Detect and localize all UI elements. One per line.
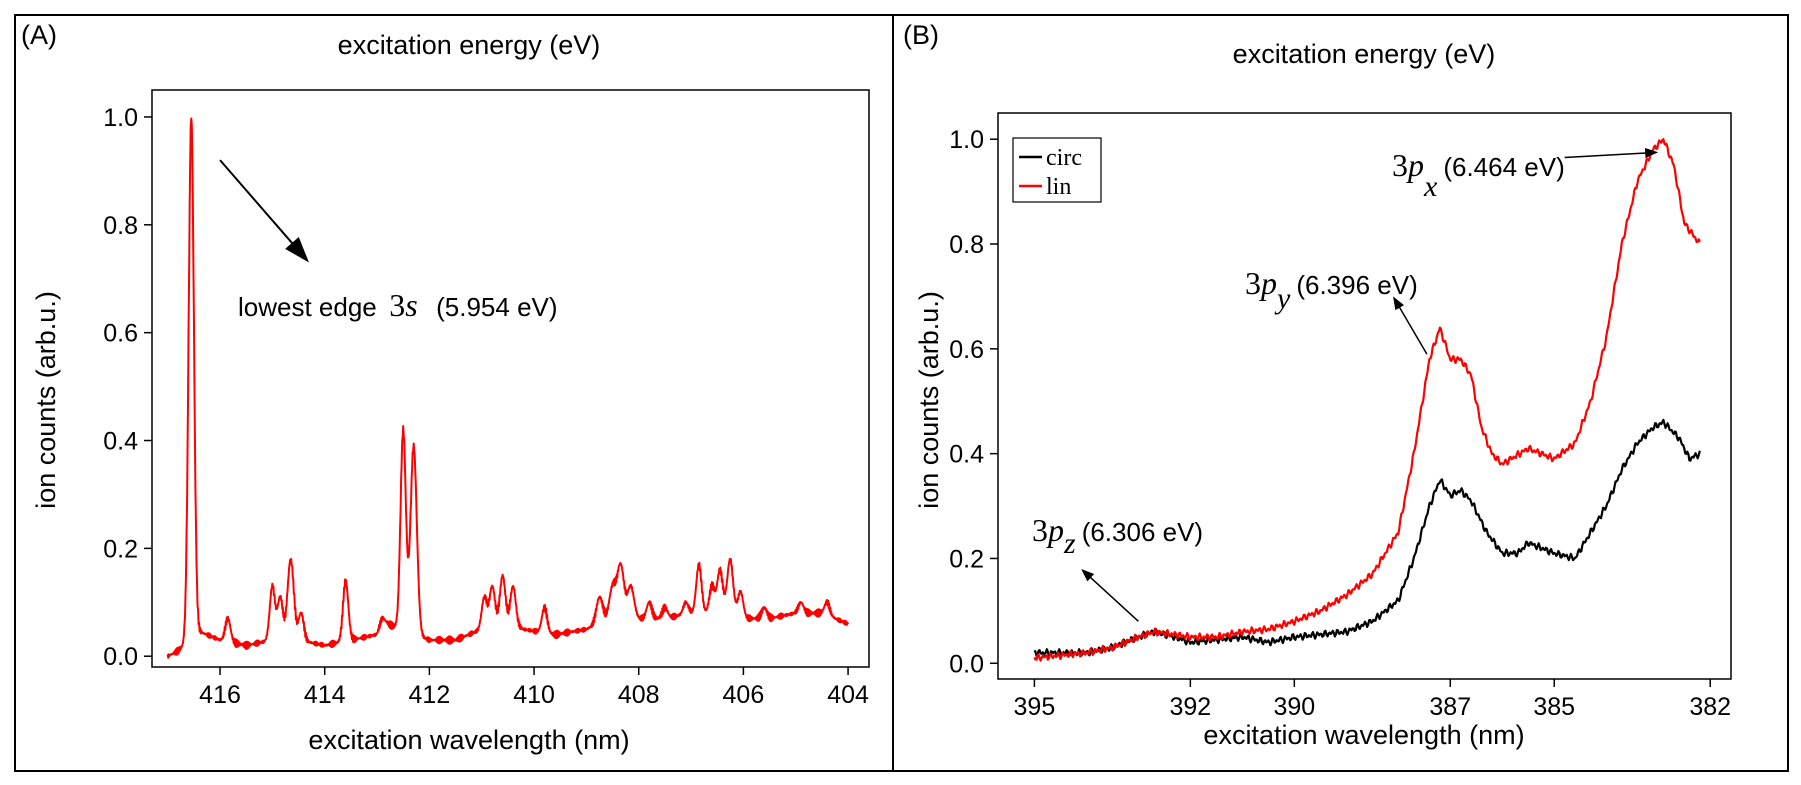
y-tick-label: 1.0: [103, 104, 138, 132]
y-tick-label: 1.0: [949, 126, 984, 154]
panel-a-plot-frame: [151, 89, 870, 668]
y-tick-label: 0.2: [949, 545, 984, 573]
panel-a-label: (A): [21, 20, 57, 50]
panel-b-y-ticks: 0.0 0.2 0.4 0.6 0.8 1.0: [949, 126, 998, 678]
panel-b-annotation-py-sub: y: [1274, 282, 1291, 315]
panel-a-y-ticks: 0.0 0.2 0.4 0.6 0.8 1.0: [103, 104, 152, 671]
x-tick-label: 416: [199, 681, 241, 709]
panel-a-series-line: [166, 117, 850, 659]
annotation-arrowhead-x: [1644, 148, 1659, 159]
panel-a-annotation-arrowhead: [285, 237, 310, 263]
panel-a: (A) excitation energy (eV) excitation wa…: [21, 20, 870, 755]
panel-a-x-ticks: 416 414 412 410 408 406 404: [199, 667, 869, 709]
y-tick-label: 0.2: [103, 535, 138, 563]
x-tick-label: 387: [1429, 693, 1471, 721]
panel-a-annotation-prefix: lowest edge: [238, 292, 377, 322]
panel-b-annotation-arrows: [1081, 148, 1659, 622]
annotation-arrow-x: [1564, 152, 1649, 159]
y-tick-label: 0.4: [103, 428, 138, 456]
panel-b-annotation-py-energy: (6.396 eV): [1296, 270, 1417, 300]
panel-b-legend-label-lin: lin: [1046, 174, 1071, 200]
x-tick-label: 408: [618, 681, 660, 709]
panel-a-bottom-axis-label: excitation wavelength (nm): [308, 725, 629, 755]
panel-b-x-ticks: 395 392 390 387 385 382: [1014, 679, 1731, 721]
panel-b-legend: circ lin: [1012, 137, 1102, 203]
panel-b-annotation-px-letter: p: [1406, 147, 1424, 183]
panel-b-bottom-axis-label: excitation wavelength (nm): [1203, 720, 1524, 750]
panel-a-y-axis-label: ion counts (arb.u.): [31, 291, 61, 509]
panel-a-annotation-state: 3: [389, 287, 405, 323]
panel-b-annotation-pz-sub: z: [1063, 527, 1076, 560]
panel-a-top-axis-label: excitation energy (eV): [338, 30, 601, 60]
panel-a-annotation: lowest edge 3s (5.954 eV): [238, 287, 558, 323]
panel-b-series-lin: [1033, 138, 1701, 662]
panel-b-top-axis-label: excitation energy (eV): [1233, 39, 1496, 69]
y-tick-label: 0.6: [949, 336, 984, 364]
figure-frame: [14, 14, 1789, 772]
panel-a-annotation-energy: (5.954 eV): [436, 292, 557, 322]
x-tick-label: 410: [513, 681, 555, 709]
panel-b-plot-frame: [997, 112, 1732, 680]
panel-b-annotation-px-sub: x: [1423, 170, 1438, 203]
panel-b-legend-label-circ: circ: [1046, 145, 1082, 171]
y-tick-label: 0.0: [949, 650, 984, 678]
panel-b-annotation-pz: 3pz (6.306 eV): [1032, 512, 1203, 560]
x-tick-label: 382: [1689, 693, 1731, 721]
x-tick-label: 404: [827, 681, 869, 709]
x-tick-label: 414: [304, 681, 346, 709]
y-tick-label: 0.0: [103, 643, 138, 671]
panel-b-legend-box: [1012, 137, 1102, 203]
panel-b-y-axis-label: ion counts (arb.u.): [914, 291, 944, 509]
annotation-arrow-y: [1397, 304, 1428, 355]
annotation-arrowhead-z: [1081, 568, 1095, 582]
panel-b-label: (B): [903, 20, 939, 50]
panel-b-annotation-pz-energy: (6.306 eV): [1082, 517, 1203, 547]
x-tick-label: 406: [723, 681, 765, 709]
x-tick-label: 395: [1014, 693, 1056, 721]
y-tick-label: 0.6: [103, 320, 138, 348]
panel-b-annotation-px: 3px(6.464 eV): [1392, 147, 1565, 203]
panel-b-annotation-py: 3py (6.396 eV): [1245, 265, 1418, 315]
x-tick-label: 385: [1533, 693, 1575, 721]
x-tick-label: 390: [1273, 693, 1315, 721]
panel-b-annotation-py-state: 3: [1245, 265, 1261, 301]
panel-b-annotation-py-letter: p: [1259, 265, 1277, 301]
x-tick-label: 392: [1169, 693, 1211, 721]
panel-b-annotation-px-energy: (6.464 eV): [1443, 152, 1564, 182]
y-tick-label: 0.4: [949, 441, 984, 469]
y-tick-label: 0.8: [103, 212, 138, 240]
panel-a-annotation-state-letter: s: [405, 287, 417, 323]
y-tick-label: 0.8: [949, 231, 984, 259]
panel-b-annotation-px-state: 3: [1392, 147, 1408, 183]
annotation-arrowhead-y: [1393, 296, 1404, 311]
annotation-arrow-z: [1088, 575, 1139, 622]
panel-b-annotation-pz-state: 3: [1032, 512, 1048, 548]
panel-b-annotation-pz-letter: p: [1046, 512, 1064, 548]
x-tick-label: 412: [409, 681, 451, 709]
panel-b: (B) excitation energy (eV) excitation wa…: [903, 20, 1732, 750]
panel-a-annotation-arrow: [219, 159, 297, 249]
